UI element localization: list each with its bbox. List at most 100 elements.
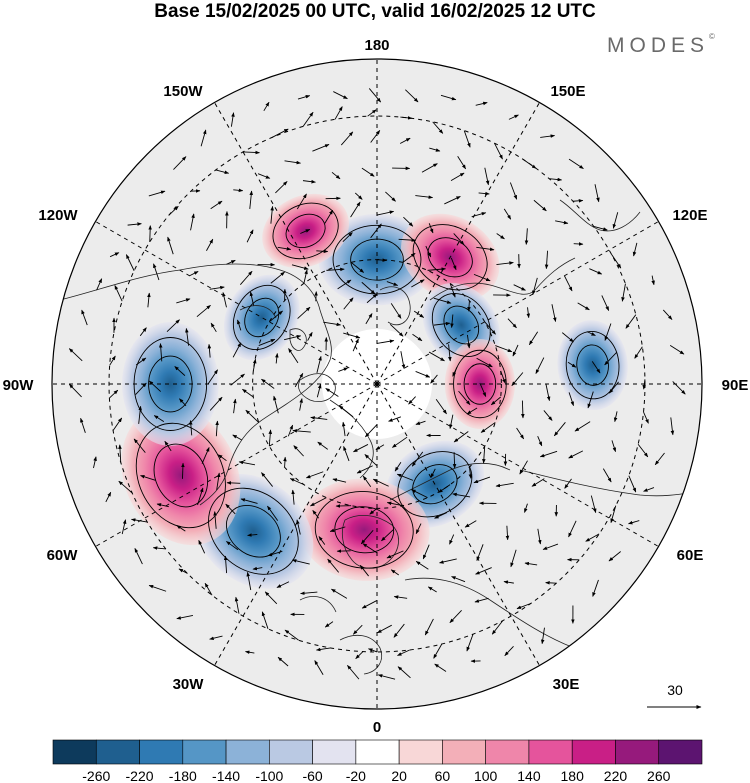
wind-vector: [586, 331, 596, 336]
anomaly-blob: [223, 274, 300, 361]
colorbar-label: -60: [302, 768, 322, 783]
wind-vector: [508, 114, 519, 120]
longitude-labels: 180 150E 120E 90E 60E 30E 0 30W 60W 90W …: [3, 37, 749, 736]
lon-label-120e: 120E: [672, 207, 707, 224]
map-boundary: [51, 58, 703, 710]
wind-vector: [238, 460, 256, 466]
wind-vector: [307, 331, 313, 341]
wind-vector: [591, 361, 601, 374]
wind-vector: [503, 208, 512, 220]
colorbar-label: 220: [604, 768, 628, 783]
wind-vector: [434, 512, 448, 519]
wind-vector: [275, 352, 279, 364]
wind-vector: [245, 409, 260, 423]
colorbar-swatch: [182, 739, 227, 765]
brand-text: MODES: [607, 34, 710, 57]
lon-label-30w: 30W: [173, 676, 205, 693]
wind-vector: [118, 444, 122, 463]
wind-vector: [393, 623, 405, 638]
wind-vector: [398, 238, 417, 242]
wind-vector: [474, 597, 489, 603]
wind-vector: [391, 436, 408, 448]
wind-vector: [496, 261, 514, 265]
wind-vector: [291, 489, 295, 505]
lon-label-150w: 150W: [163, 83, 203, 100]
wind-vector: [625, 314, 637, 329]
wind-vector: [125, 254, 135, 271]
wind-vector: [277, 246, 292, 251]
wind-vector: [258, 338, 276, 346]
wind-vector: [602, 468, 612, 483]
wind-vector: [323, 321, 342, 327]
wind-vector: [365, 313, 373, 325]
wind-vector: [257, 173, 271, 179]
wind-vector: [276, 581, 290, 588]
wind-vector: [434, 663, 447, 672]
wind-vector: [201, 447, 210, 464]
wind-vector: [297, 306, 311, 319]
lon-label-90e: 90E: [722, 377, 749, 394]
wind-vector: [577, 302, 590, 311]
wind-vector: [433, 321, 451, 326]
wind-vector: [544, 250, 549, 270]
wind-vector: [537, 528, 542, 545]
colorbar-label: -180: [169, 768, 197, 783]
wind-vector: [302, 111, 314, 127]
colorbar-swatch: [615, 739, 660, 765]
anomaly-contour: [285, 213, 326, 249]
wind-vector: [368, 88, 382, 103]
wind-vector: [93, 456, 97, 469]
wind-vector: [283, 456, 287, 468]
anomaly-contour: [565, 330, 620, 400]
colorbar-label: -220: [126, 768, 154, 783]
colorbar-label: 60: [435, 768, 451, 783]
wind-vector: [215, 420, 219, 437]
wind-vector: [452, 492, 471, 498]
meridian-line: [95, 221, 378, 385]
wind-vector: [367, 109, 377, 117]
wind-vector: [252, 566, 263, 571]
wind-vector: [269, 310, 283, 323]
wind-vector: [242, 388, 254, 398]
wind-vector: [377, 624, 392, 634]
wind-vector: [628, 520, 640, 525]
wind-vector: [359, 564, 369, 577]
wind-vector: [316, 383, 322, 398]
wind-vector: [551, 304, 557, 323]
wind-vector: [457, 155, 467, 170]
wind-vector: [531, 478, 545, 487]
wind-vector: [337, 279, 352, 290]
wind-vector: [331, 588, 348, 599]
wind-vector: [240, 498, 258, 504]
colorbar-label: -20: [346, 768, 366, 783]
wind-vector: [439, 558, 457, 564]
wind-vector: [386, 550, 404, 559]
brand-mark: ©: [709, 32, 715, 41]
wind-vector: [315, 647, 331, 652]
wind-vector: [291, 264, 309, 270]
colorbar-swatch: [139, 739, 184, 765]
colorbar-label: -140: [212, 768, 240, 783]
wind-vector: [355, 651, 364, 659]
wind-vector: [356, 465, 373, 474]
wind-vector: [293, 445, 304, 457]
wind-vector: [343, 332, 361, 339]
wind-vector: [670, 417, 675, 436]
wind-vector: [338, 405, 354, 418]
wind-vector: [312, 144, 330, 152]
wind-vector: [210, 322, 217, 333]
wind-vector: [333, 91, 348, 100]
wind-vector: [264, 591, 278, 605]
wind-vector: [206, 238, 214, 251]
wind-vector: [135, 357, 147, 366]
wind-vector: [453, 233, 465, 246]
wind-vector: [411, 489, 428, 499]
wind-vector: [377, 674, 396, 680]
colorbar-swatch: [52, 739, 97, 765]
wind-vector: [430, 374, 438, 384]
wind-vector: [450, 314, 454, 329]
wind-vector: [405, 89, 419, 103]
colorbar-label: 100: [474, 768, 498, 783]
wind-vector: [528, 331, 539, 346]
wind-vector: [637, 444, 649, 458]
